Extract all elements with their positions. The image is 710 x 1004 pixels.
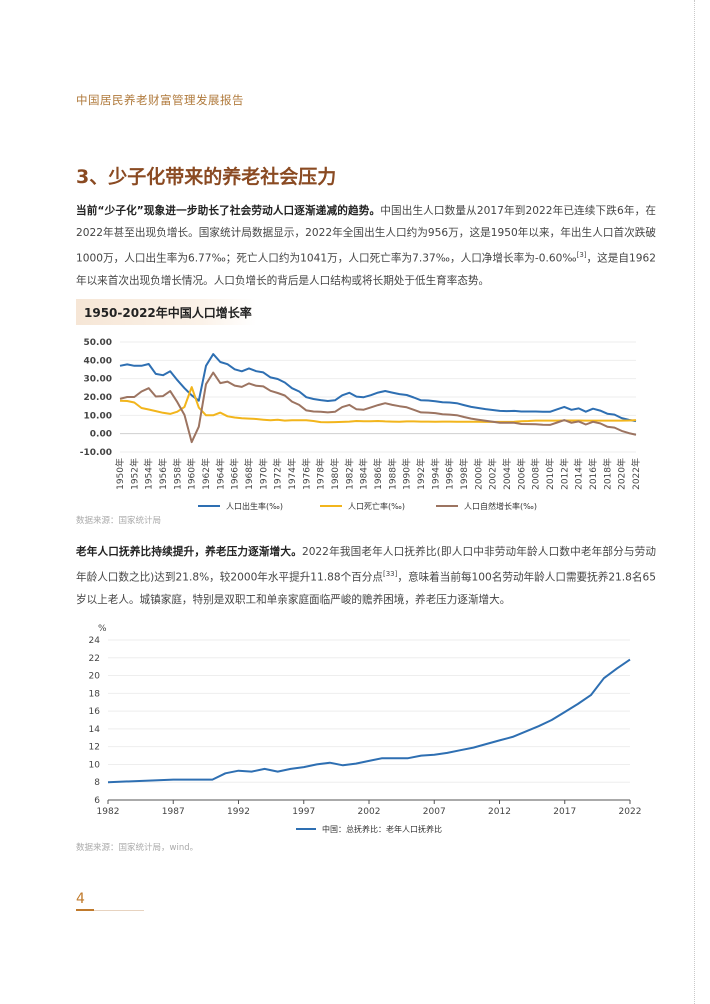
x-tick-label: 1994年 bbox=[429, 458, 441, 490]
paragraph-body: 中国出生人口数量从2017年到2022年已连续下跌6年，在2022年甚至出现负增… bbox=[76, 205, 656, 265]
x-tick-label: 2022 bbox=[619, 807, 642, 817]
x-tick-label: 2004年 bbox=[501, 458, 513, 490]
x-tick-label: 1956年 bbox=[157, 458, 169, 490]
x-tick-label: 1976年 bbox=[300, 458, 312, 490]
x-tick-label: 2007 bbox=[423, 807, 446, 817]
x-tick-label: 1990年 bbox=[401, 458, 413, 490]
footnote-ref: [3] bbox=[576, 251, 587, 259]
chart-heading: 1950-2022年中国人口增长率 bbox=[84, 306, 252, 320]
x-tick-label: 1968年 bbox=[243, 458, 255, 490]
x-tick-label: 2016年 bbox=[587, 458, 599, 490]
x-tick-label: 2022年 bbox=[630, 458, 642, 490]
data-source-note: 数据来源：国家统计局 bbox=[76, 516, 162, 526]
x-tick-label: 1988年 bbox=[386, 458, 398, 490]
x-tick-label: 1992年 bbox=[415, 458, 427, 490]
footnote-ref: [33] bbox=[383, 570, 398, 578]
x-tick-label: 1952年 bbox=[128, 458, 140, 490]
y-tick-label: 30.00 bbox=[84, 375, 112, 385]
running-header: 中国居民养老财富管理发展报告 bbox=[76, 93, 244, 107]
x-tick-label: 1974年 bbox=[286, 458, 298, 490]
x-tick-label: 2010年 bbox=[544, 458, 556, 490]
y-tick-label: 18 bbox=[89, 689, 101, 699]
y-tick-label: 16 bbox=[89, 707, 101, 717]
x-tick-label: 2002年 bbox=[487, 458, 499, 490]
y-tick-label: 8 bbox=[94, 778, 100, 788]
y-tick-label: 10 bbox=[89, 760, 101, 770]
series-line bbox=[119, 371, 637, 444]
page-edge-dotted-line bbox=[694, 0, 695, 1004]
x-tick-label: 1966年 bbox=[229, 458, 241, 490]
x-tick-label: 1964年 bbox=[214, 458, 226, 490]
x-tick-label: 1992 bbox=[227, 807, 250, 817]
x-tick-label: 1954年 bbox=[143, 458, 155, 490]
paragraph-lead: 当前“少子化”现象进一步助长了社会劳动人口逐渐递减的趋势。 bbox=[76, 205, 381, 217]
x-tick-label: 2018年 bbox=[601, 458, 613, 490]
x-tick-label: 1972年 bbox=[272, 458, 284, 490]
paragraph-birth-decline: 当前“少子化”现象进一步助长了社会劳动人口逐渐递减的趋势。中国出生人口数量从20… bbox=[76, 200, 656, 292]
legend-label: 中国：总抚养比：老年人口抚养比 bbox=[322, 824, 442, 834]
x-tick-label: 1958年 bbox=[171, 458, 183, 490]
y-axis-unit: % bbox=[98, 624, 107, 634]
paragraph-dependency-ratio: 老年人口抚养比持续提升，养老压力逐渐增大。2022年我国老年人口抚养比(即人口中… bbox=[76, 541, 656, 611]
y-tick-label: 0.00 bbox=[90, 430, 112, 440]
population-growth-line-chart: -10.00 0.00 10.00 20.00 30.00 40.00 50.00 1950年… bbox=[80, 338, 642, 511]
page-number-rule-light bbox=[94, 910, 144, 911]
y-tick-label: 14 bbox=[89, 725, 101, 735]
x-tick-label: 1998年 bbox=[458, 458, 470, 490]
y-tick-label: 6 bbox=[94, 796, 100, 806]
paragraph-tail: ，这是自1962年以来首次出现负增长情况。人口负增长的背后是人口结构或将长期处于… bbox=[76, 252, 656, 287]
x-tick-label: 1980年 bbox=[329, 458, 341, 490]
legend-label: 人口出生率(‰) bbox=[226, 501, 283, 511]
x-tick-label: 1962年 bbox=[200, 458, 212, 490]
y-tick-label: 20 bbox=[89, 672, 101, 682]
y-tick-label: 10.00 bbox=[84, 411, 112, 421]
x-tick-label: 1970年 bbox=[257, 458, 269, 490]
y-tick-label: -10.00 bbox=[80, 448, 112, 458]
paragraph-tail: ，意味着当前每100名劳动年龄人口需要抚养21.8名65岁以上老人。城镇家庭，特… bbox=[76, 571, 656, 606]
y-tick-label: 40.00 bbox=[84, 356, 112, 366]
paragraph-lead: 老年人口抚养比持续提升，养老压力逐渐增大。 bbox=[76, 546, 302, 558]
x-tick-label: 2012 bbox=[488, 807, 511, 817]
x-tick-label: 1950年 bbox=[114, 458, 126, 490]
legend-label: 人口死亡率(‰) bbox=[348, 501, 405, 511]
x-tick-label: 2017 bbox=[553, 807, 576, 817]
y-tick-label: 24 bbox=[89, 636, 101, 646]
x-tick-label: 2014年 bbox=[573, 458, 585, 490]
series-line bbox=[119, 386, 637, 424]
x-tick-label: 2020年 bbox=[616, 458, 628, 490]
x-tick-label: 1982 bbox=[97, 807, 120, 817]
y-tick-label: 22 bbox=[89, 654, 100, 664]
page-number: 4 bbox=[76, 891, 85, 907]
x-tick-label: 1987 bbox=[162, 807, 185, 817]
x-tick-label: 1982年 bbox=[343, 458, 355, 490]
x-tick-label: 1960年 bbox=[186, 458, 198, 490]
series-line bbox=[107, 658, 631, 784]
legend-label: 人口自然增长率(‰) bbox=[464, 501, 537, 511]
x-tick-label: 2012年 bbox=[558, 458, 570, 490]
y-tick-label: 50.00 bbox=[84, 338, 112, 348]
x-tick-label: 2002 bbox=[358, 807, 381, 817]
page-number-rule bbox=[76, 909, 94, 911]
series-line bbox=[119, 353, 637, 423]
paragraph-body: 2022年我国老年人口抚养比(即人口中非劳动年龄人口数中老年部分与劳动年龄人口数… bbox=[76, 546, 656, 584]
x-tick-label: 1986年 bbox=[372, 458, 384, 490]
x-tick-label: 2008年 bbox=[530, 458, 542, 490]
y-tick-label: 12 bbox=[89, 743, 100, 753]
x-tick-label: 1978年 bbox=[315, 458, 327, 490]
section-title: 3、少子化带来的养老社会压力 bbox=[76, 166, 337, 188]
x-tick-label: 1997 bbox=[292, 807, 315, 817]
x-tick-label: 1996年 bbox=[444, 458, 456, 490]
y-tick-label: 20.00 bbox=[84, 393, 112, 403]
chart-heading-banner bbox=[76, 299, 256, 325]
x-tick-label: 2000年 bbox=[472, 458, 484, 490]
x-tick-label: 2006年 bbox=[515, 458, 527, 490]
data-source-note: 数据来源：国家统计局，wind。 bbox=[76, 843, 199, 853]
x-tick-label: 1984年 bbox=[358, 458, 370, 490]
